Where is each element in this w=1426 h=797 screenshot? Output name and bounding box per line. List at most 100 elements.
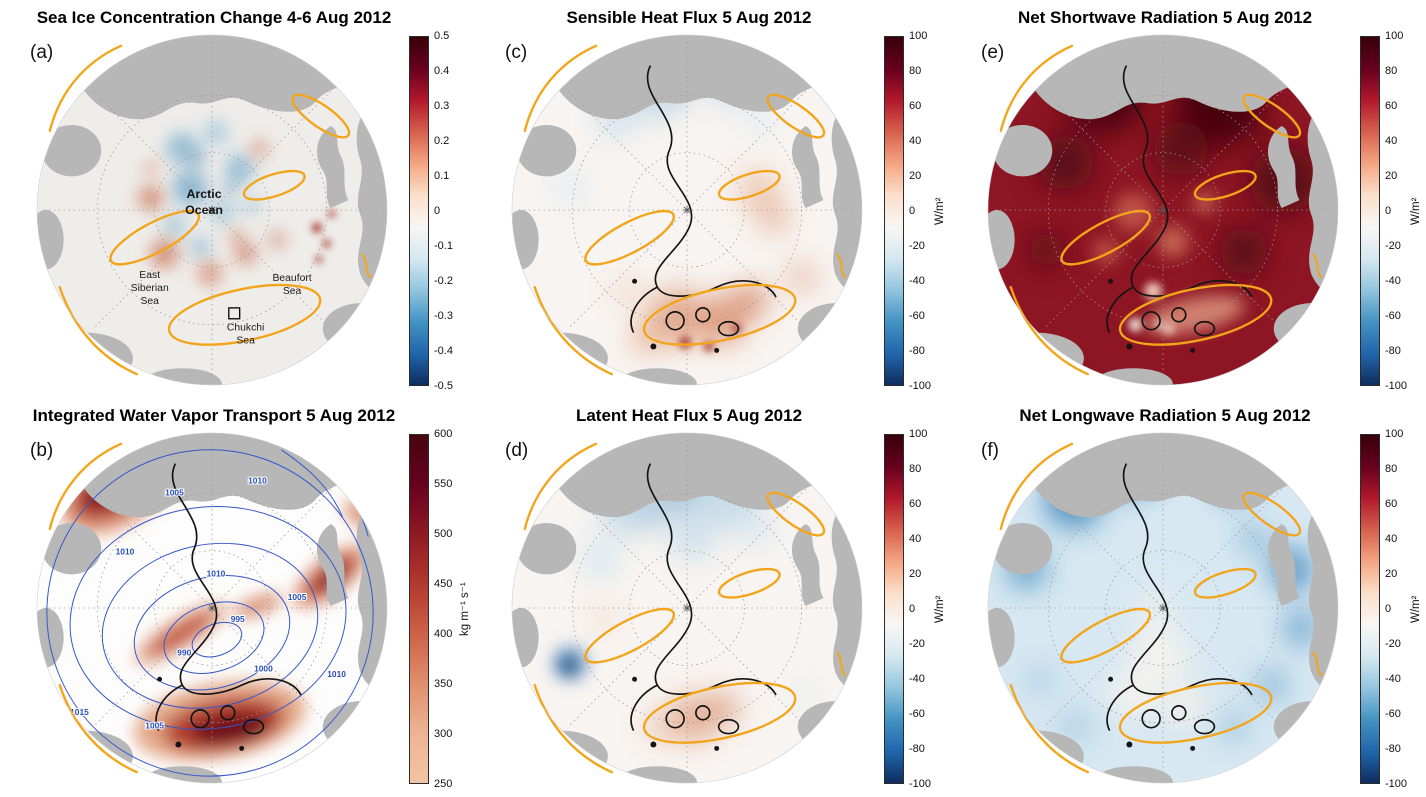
map-sensible-heat-flux	[511, 34, 863, 386]
colorbar-d	[884, 434, 904, 784]
colorbar-tick-label: 0	[434, 205, 441, 217]
colorbar-tick-label: 300	[434, 728, 453, 740]
panel-b: Integrated Water Vapor Transport 5 Aug 2…	[0, 398, 475, 797]
panel-e-letter: (e)	[981, 42, 1005, 63]
panel-f-title: Net Longwave Radiation 5 Aug 2012	[1019, 406, 1311, 425]
map-sea-ice-concentration-change: Arctic Ocean East Siberian Sea Beaufort …	[36, 34, 388, 386]
colorbar-tick-label: 100	[1385, 30, 1404, 42]
colorbar-tick-label: 60	[1385, 100, 1398, 112]
colorbar-tick-label: 80	[909, 463, 922, 475]
panel-a-title: Sea Ice Concentration Change 4-6 Aug 201…	[36, 8, 392, 27]
colorbar-c-ticks: 100 80 60 40 20 0 -20 -40 -60 -80 -100	[909, 30, 931, 392]
panel-f-letter: (f)	[981, 440, 999, 461]
label-beaufort-sea-line2: Sea	[283, 286, 302, 297]
latent-heat-field-warm	[594, 608, 816, 743]
label-beaufort-sea-line1: Beaufort	[272, 273, 311, 284]
colorbar-tick-label: -80	[909, 743, 925, 755]
colorbar-tick-label: 80	[909, 65, 922, 77]
label-chukchi-sea-line1: Chukchi	[227, 323, 264, 334]
panel-e-title: Net Shortwave Radiation 5 Aug 2012	[1017, 8, 1313, 27]
label-arctic-ocean-line1: Arctic	[187, 187, 222, 201]
colorbar-tick-label: 550	[434, 478, 453, 490]
colorbar-tick-label: -60	[909, 708, 925, 720]
colorbar-tick-label: 40	[1385, 135, 1398, 147]
colorbar-tick-label: -0.4	[434, 345, 453, 357]
panel-a-letter: (a)	[30, 42, 54, 63]
isobar-label: 1005	[288, 592, 307, 602]
colorbar-tick-label: 0.3	[434, 100, 450, 112]
panel-a: Sea Ice Concentration Change 4-6 Aug 201…	[0, 0, 475, 398]
colorbar-tick-label: -20	[1385, 638, 1401, 650]
colorbar-tick-label: -60	[909, 310, 925, 322]
colorbar-tick-label: -100	[909, 380, 932, 392]
colorbar-e-ticks: 100 80 60 40 20 0 -20 -40 -60 -80 -100	[1385, 30, 1407, 392]
colorbar-e-unit: W/m²	[1410, 197, 1422, 225]
label-east-siberian-sea-line3: Sea	[140, 296, 159, 307]
colorbar-c-unit: W/m²	[934, 197, 946, 225]
colorbar-a	[409, 36, 429, 386]
colorbar-f-ticks: 100 80 60 40 20 0 -20 -40 -60 -80 -100	[1385, 428, 1407, 790]
sea-ice-change-field-red	[137, 139, 286, 287]
panel-b-title: Integrated Water Vapor Transport 5 Aug 2…	[32, 406, 396, 425]
isobar-label: 1000	[254, 663, 273, 673]
colorbar-tick-label: -20	[909, 240, 925, 252]
colorbar-tick-label: 40	[1385, 533, 1398, 545]
isobar-label: 1010	[248, 475, 267, 485]
colorbar-tick-label: 100	[909, 30, 928, 42]
colorbar-tick-label: -100	[1385, 778, 1408, 790]
chukchi-sea-box-marker	[228, 307, 241, 320]
colorbar-tick-label: 80	[1385, 463, 1398, 475]
colorbar-tick-label: -0.1	[434, 240, 453, 252]
isobar-label: 1005	[165, 487, 184, 497]
colorbar-tick-label: 0.1	[434, 170, 450, 182]
label-east-siberian-sea-line2: Siberian	[131, 283, 169, 294]
colorbar-tick-label: 60	[1385, 498, 1398, 510]
colorbar-tick-label: 0	[909, 603, 916, 615]
map-boundary	[36, 34, 388, 386]
colorbar-c	[884, 36, 904, 386]
colorbar-tick-label: 100	[909, 428, 928, 440]
isobar-label: 1010	[327, 669, 346, 679]
isobar-label: 1005	[145, 721, 164, 731]
colorbar-tick-label: 600	[434, 428, 453, 440]
colorbar-tick-label: -60	[1385, 310, 1401, 322]
colorbar-tick-label: -20	[1385, 240, 1401, 252]
colorbar-tick-label: -40	[909, 673, 925, 685]
map-annotations: Arctic Ocean East Siberian Sea Beaufort …	[131, 187, 312, 346]
panel-d-title: Latent Heat Flux 5 Aug 2012	[575, 406, 803, 425]
colorbar-tick-label: -80	[1385, 345, 1401, 357]
colorbar-tick-label: 0.5	[434, 30, 450, 42]
label-east-siberian-sea-line1: East	[139, 270, 160, 281]
panel-d: Latent Heat Flux 5 Aug 2012 (d)	[475, 398, 951, 797]
colorbar-tick-label: -20	[909, 638, 925, 650]
map-boundary	[987, 34, 1339, 386]
longwave-field-near-white	[1109, 590, 1207, 727]
colorbar-tick-label: 100	[1385, 428, 1404, 440]
map-boundary	[36, 432, 388, 784]
isobar-label: 1010	[116, 547, 135, 557]
colorbar-tick-label: -100	[909, 778, 932, 790]
colorbar-tick-label: -0.2	[434, 275, 453, 287]
colorbar-tick-label: -60	[1385, 708, 1401, 720]
colorbar-f-unit: W/m²	[1410, 595, 1422, 623]
isobar-contours	[46, 449, 374, 777]
colorbar-tick-label: 20	[1385, 568, 1398, 580]
panel-b-letter: (b)	[30, 440, 54, 461]
colorbar-tick-label: 350	[434, 678, 453, 690]
colorbar-tick-label: 0.4	[434, 65, 450, 77]
colorbar-a-ticks: 0.5 0.4 0.3 0.2 0.1 0 -0.1 -0.2 -0.3 -0.4 -0.5	[434, 30, 453, 392]
map-net-longwave-radiation	[987, 432, 1339, 784]
sea-ice-change-field-dark-red	[311, 210, 336, 263]
colorbar-tick-label: -0.5	[434, 380, 453, 392]
colorbar-tick-label: 0	[909, 205, 916, 217]
map-integrated-water-vapor-transport: 1010 1005 1010 1005 1010 1000 995 990 10…	[36, 432, 388, 784]
latent-heat-field-deep-blue-spot	[552, 645, 589, 682]
map-boundary	[987, 432, 1339, 784]
colorbar-tick-label: 450	[434, 578, 453, 590]
colorbar-tick-label: 0	[1385, 603, 1392, 615]
panel-c-letter: (c)	[505, 42, 528, 63]
isobar-label: 1015	[70, 707, 89, 717]
colorbar-b	[409, 434, 429, 784]
colorbar-e	[1360, 36, 1380, 386]
